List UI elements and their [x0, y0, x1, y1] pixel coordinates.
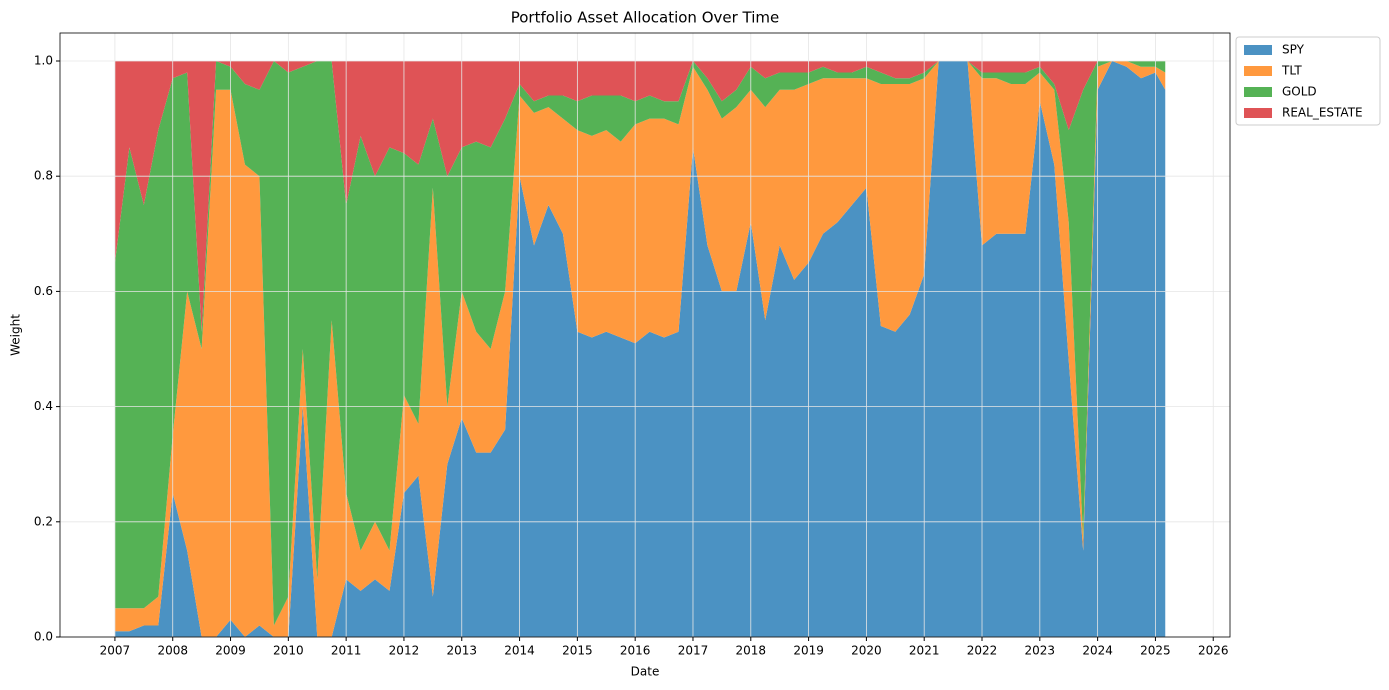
area: [114, 60, 1166, 638]
x-tick-label: 2020: [851, 644, 882, 658]
x-tick-label: 2012: [389, 644, 420, 658]
y-axis-label: Weight: [9, 314, 23, 356]
x-tick-label: 2011: [331, 644, 362, 658]
y-tick-label: 0.0: [34, 630, 53, 644]
x-tick-label: 2013: [446, 644, 477, 658]
x-tick-label: 2017: [678, 644, 709, 658]
area: [114, 60, 1166, 626]
x-axis-label: Date: [631, 665, 660, 679]
y-tick-label: 0.2: [34, 514, 53, 528]
x-tick-label: 2016: [620, 644, 651, 658]
area: [114, 60, 1166, 332]
legend-swatch: [1244, 45, 1272, 55]
x-tick-label: 2024: [1082, 644, 1113, 658]
x-tick-label: 2019: [793, 644, 824, 658]
legend-label: GOLD: [1282, 85, 1317, 99]
x-tick-label: 2022: [967, 644, 998, 658]
y-tick-label: 0.6: [34, 284, 53, 298]
chart-title: Portfolio Asset Allocation Over Time: [511, 9, 780, 27]
x-tick-label: 2026: [1198, 644, 1229, 658]
x-tick-label: 2023: [1025, 644, 1056, 658]
legend-swatch: [1244, 87, 1272, 97]
y-tick-label: 1.0: [34, 53, 53, 67]
y-tick-label: 0.4: [34, 399, 53, 413]
x-tick-label: 2009: [215, 644, 246, 658]
x-tick-label: 2025: [1140, 644, 1171, 658]
x-tick-label: 2021: [909, 644, 940, 658]
y-tick-label: 0.8: [34, 169, 53, 183]
legend-label: REAL_ESTATE: [1282, 106, 1363, 120]
x-tick-label: 2010: [273, 644, 304, 658]
x-tick-label: 2018: [736, 644, 767, 658]
legend-swatch: [1244, 66, 1272, 76]
legend-label: SPY: [1282, 43, 1305, 57]
area: [114, 60, 1166, 638]
x-tick-label: 2014: [504, 644, 535, 658]
x-tick-label: 2015: [562, 644, 593, 658]
legend-frame: [1235, 36, 1381, 126]
legend-label: TLT: [1281, 64, 1302, 78]
x-tick-label: 2007: [100, 644, 131, 658]
x-tick-label: 2008: [157, 644, 188, 658]
legend: SPY TLT GOLD REAL_ESTATE: [1235, 36, 1381, 126]
plot-frame: [59, 32, 1231, 638]
legend-swatch: [1244, 108, 1272, 118]
